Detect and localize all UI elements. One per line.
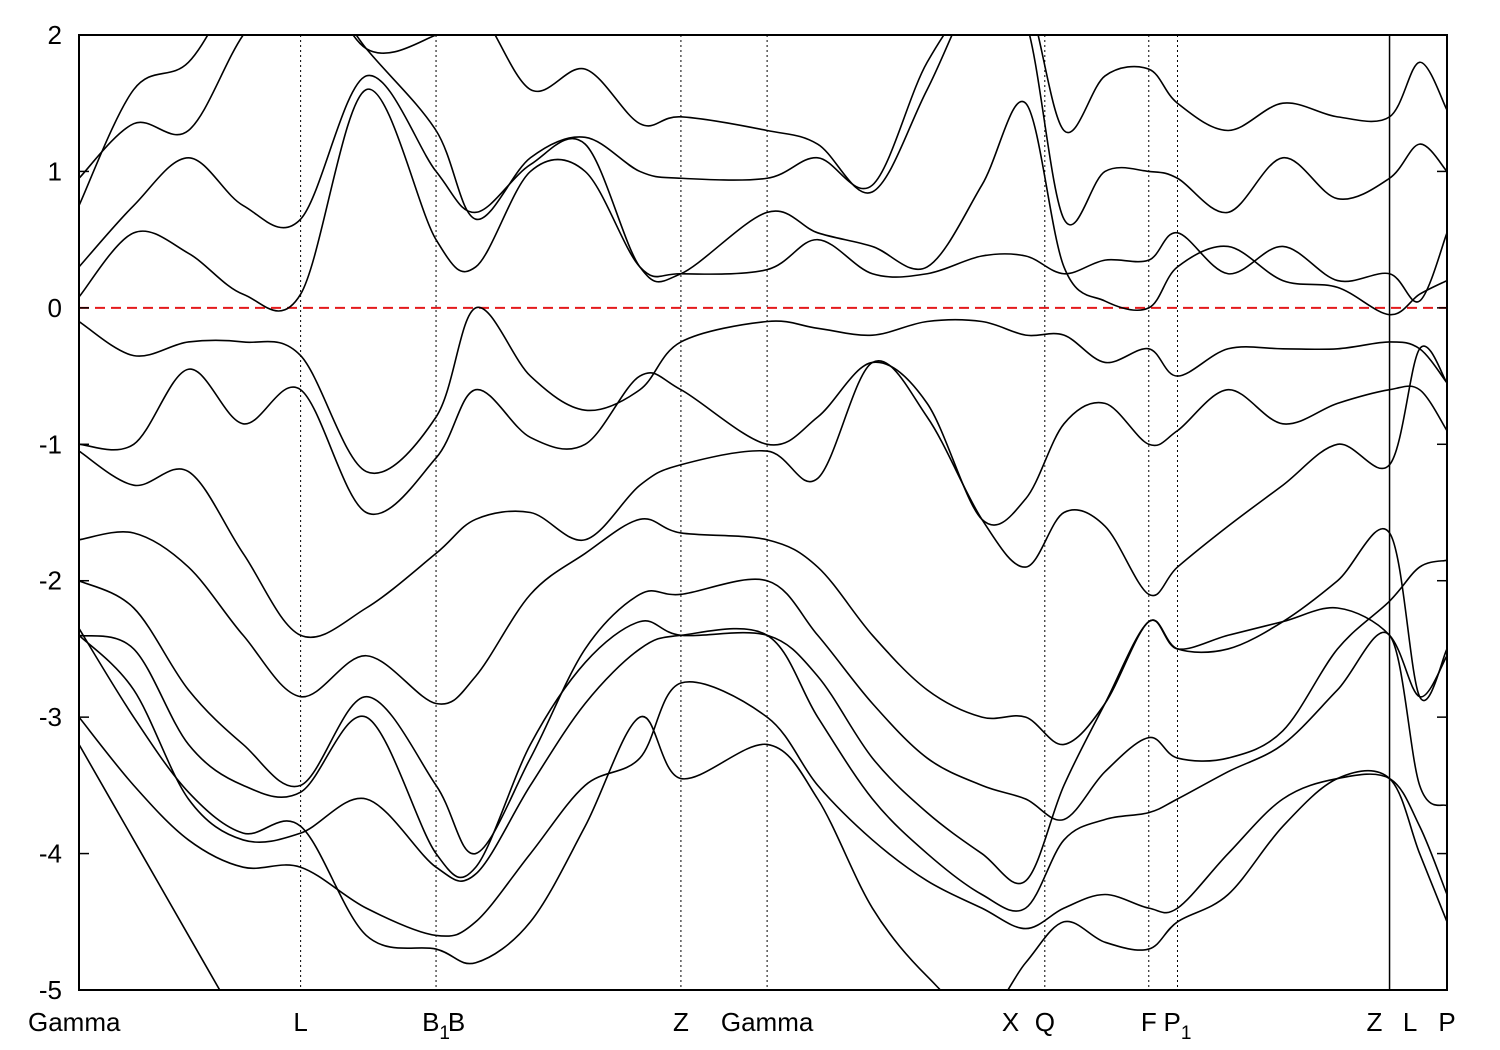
band-line-12 xyxy=(79,35,1447,226)
y-tick-label: -2 xyxy=(39,566,62,596)
band-line-11 xyxy=(79,74,1447,316)
x-tick-label: Z xyxy=(673,1007,689,1037)
x-tick-label: L xyxy=(1403,1007,1417,1037)
y-tick-label: 2 xyxy=(48,20,62,50)
band-line-3 xyxy=(79,627,1447,912)
y-tick-label: -1 xyxy=(39,429,62,459)
y-tick-label: -5 xyxy=(39,975,62,1005)
plot-frame xyxy=(78,34,1448,991)
band-line-13 xyxy=(79,35,1447,206)
x-tick-label: Gamma xyxy=(721,1007,814,1037)
y-tick-label: -4 xyxy=(39,839,62,869)
band-line-1 xyxy=(79,628,1447,990)
band-line-10 xyxy=(79,88,1447,312)
x-tick-label: Q xyxy=(1035,1007,1055,1037)
x-tick-label: L xyxy=(293,1007,307,1037)
band-line-0 xyxy=(79,744,221,990)
x-tick-label: B xyxy=(448,1007,465,1037)
band-line-2 xyxy=(79,681,1447,937)
band-line-5 xyxy=(79,559,1447,855)
x-tick-label: B1 xyxy=(422,1007,450,1044)
band-line-4 xyxy=(79,606,1447,885)
y-tick-label: -3 xyxy=(39,702,62,732)
band-line-9 xyxy=(79,306,1447,475)
x-tick-label: Z xyxy=(1367,1007,1383,1037)
band-line-6 xyxy=(79,517,1447,746)
x-tick-label: F xyxy=(1141,1007,1157,1037)
x-tick-label: P xyxy=(1438,1007,1455,1037)
x-tick-label: Gamma xyxy=(28,1007,121,1037)
y-tick-label: 1 xyxy=(48,156,62,186)
x-tick-label: X xyxy=(1002,1007,1019,1037)
x-tick-label: P1 xyxy=(1164,1007,1192,1044)
band-line-7 xyxy=(79,345,1447,638)
y-tick-label: 0 xyxy=(48,293,62,323)
band-line-8 xyxy=(79,361,1447,526)
